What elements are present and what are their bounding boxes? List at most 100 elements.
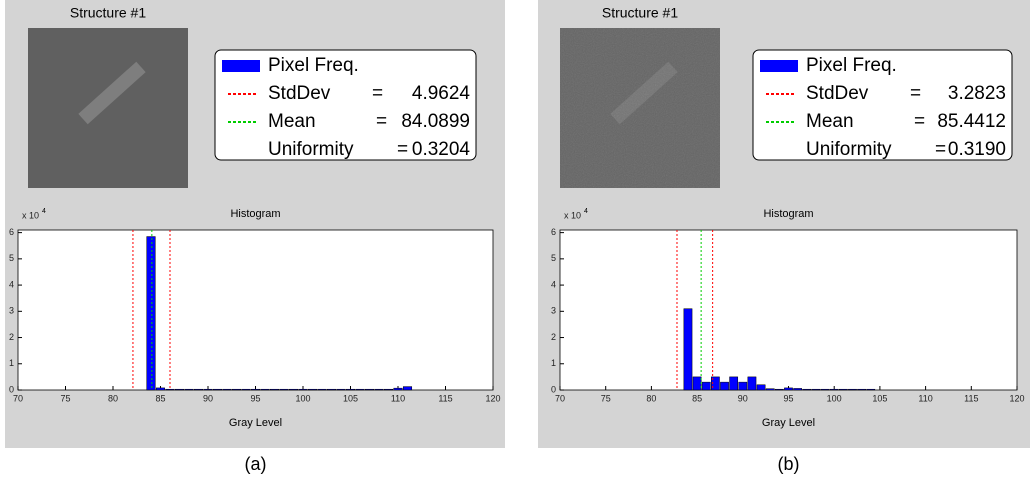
figure: Structure #1(a)HistogramGray Levelx 1040… (0, 0, 1034, 483)
caption: (b) (778, 454, 800, 474)
bar (839, 389, 847, 390)
x-tick-label: 70 (555, 393, 565, 403)
y-tick-label: 6 (9, 227, 14, 237)
x-axis-label: Gray Level (229, 417, 282, 429)
bar (337, 389, 346, 390)
y-tick-label: 2 (9, 332, 14, 342)
bar (289, 389, 298, 390)
bar (730, 377, 738, 390)
bar (748, 377, 756, 390)
bar (147, 237, 156, 390)
y-tick-label: 5 (9, 253, 14, 263)
bar (403, 387, 412, 390)
bar (166, 389, 175, 390)
bar (280, 389, 289, 390)
x-tick-label: 75 (601, 393, 611, 403)
legend-separator: = (935, 139, 946, 160)
panel-title: Structure #1 (602, 5, 678, 21)
legend-value: 85.4412 (937, 111, 1006, 132)
y-scale-exp: 4 (584, 208, 588, 215)
bar (365, 389, 374, 390)
y-tick-label: 6 (551, 227, 556, 237)
y-tick-label: 4 (9, 279, 14, 289)
bar (693, 377, 701, 390)
bar (156, 388, 165, 390)
y-tick-label: 1 (9, 358, 14, 368)
bar (261, 389, 270, 390)
y-scale-exp: 4 (42, 208, 46, 215)
bar (784, 388, 792, 390)
legend-value: 0.3190 (948, 139, 1006, 160)
bar (270, 389, 279, 390)
legend-swatch (760, 60, 798, 72)
y-tick-label: 3 (9, 306, 14, 316)
bar (830, 389, 838, 390)
x-tick-label: 80 (646, 393, 656, 403)
bar (821, 389, 829, 390)
bar (384, 389, 393, 390)
y-tick-label: 4 (551, 279, 556, 289)
panel-title: Structure #1 (70, 5, 146, 21)
legend-separator: = (914, 111, 925, 132)
image (28, 28, 188, 188)
x-tick-label: 110 (918, 393, 932, 403)
bar (757, 385, 765, 390)
y-scale: x 10 (22, 210, 39, 220)
x-tick-label: 95 (250, 393, 260, 403)
bar (766, 389, 774, 390)
bar (356, 389, 365, 390)
bar (684, 309, 692, 390)
bar (794, 388, 802, 390)
legend-label: Mean (268, 111, 316, 132)
caption: (a) (245, 454, 267, 474)
bar (867, 389, 875, 390)
legend-separator: = (376, 111, 387, 132)
bar (739, 382, 747, 390)
x-tick-label: 120 (1009, 393, 1024, 403)
x-tick-label: 90 (738, 393, 748, 403)
x-tick-label: 120 (485, 393, 500, 403)
x-axis-label: Gray Level (762, 417, 815, 429)
legend-label: Mean (806, 111, 854, 132)
bar (223, 389, 232, 390)
bar (720, 382, 728, 390)
bar (702, 382, 710, 390)
x-tick-label: 75 (60, 393, 70, 403)
legend-swatch (222, 60, 260, 72)
bar (251, 389, 260, 390)
x-tick-label: 90 (203, 393, 213, 403)
legend-label: Pixel Freq. (268, 55, 359, 76)
y-tick-label: 1 (551, 358, 556, 368)
x-tick-label: 80 (108, 393, 118, 403)
legend-value: 4.9624 (412, 83, 471, 104)
y-tick-label: 2 (551, 332, 556, 342)
bar (299, 389, 308, 390)
bar (775, 389, 783, 390)
bar (185, 389, 194, 390)
image (560, 28, 720, 188)
legend-label: Uniformity (806, 139, 892, 160)
bar (175, 389, 184, 390)
bar (308, 389, 317, 390)
bar (848, 389, 856, 390)
x-tick-label: 95 (783, 393, 793, 403)
x-tick-label: 105 (872, 393, 887, 403)
legend-separator: = (397, 139, 408, 160)
y-scale: x 10 (564, 210, 581, 220)
bar (394, 388, 403, 390)
legend-separator: = (372, 83, 383, 104)
x-tick-label: 85 (692, 393, 702, 403)
bar (318, 389, 327, 390)
bar (242, 389, 251, 390)
chart-title: Histogram (230, 208, 280, 220)
y-tick-label: 3 (551, 306, 556, 316)
chart-title: Histogram (763, 208, 813, 220)
bar (327, 389, 336, 390)
legend-value: 3.2823 (948, 83, 1006, 104)
plot-area (18, 230, 493, 390)
x-tick-label: 85 (155, 393, 165, 403)
y-tick-label: 5 (551, 253, 556, 263)
legend-label: Uniformity (268, 139, 354, 160)
legend-label: Pixel Freq. (806, 55, 897, 76)
bar (232, 389, 241, 390)
